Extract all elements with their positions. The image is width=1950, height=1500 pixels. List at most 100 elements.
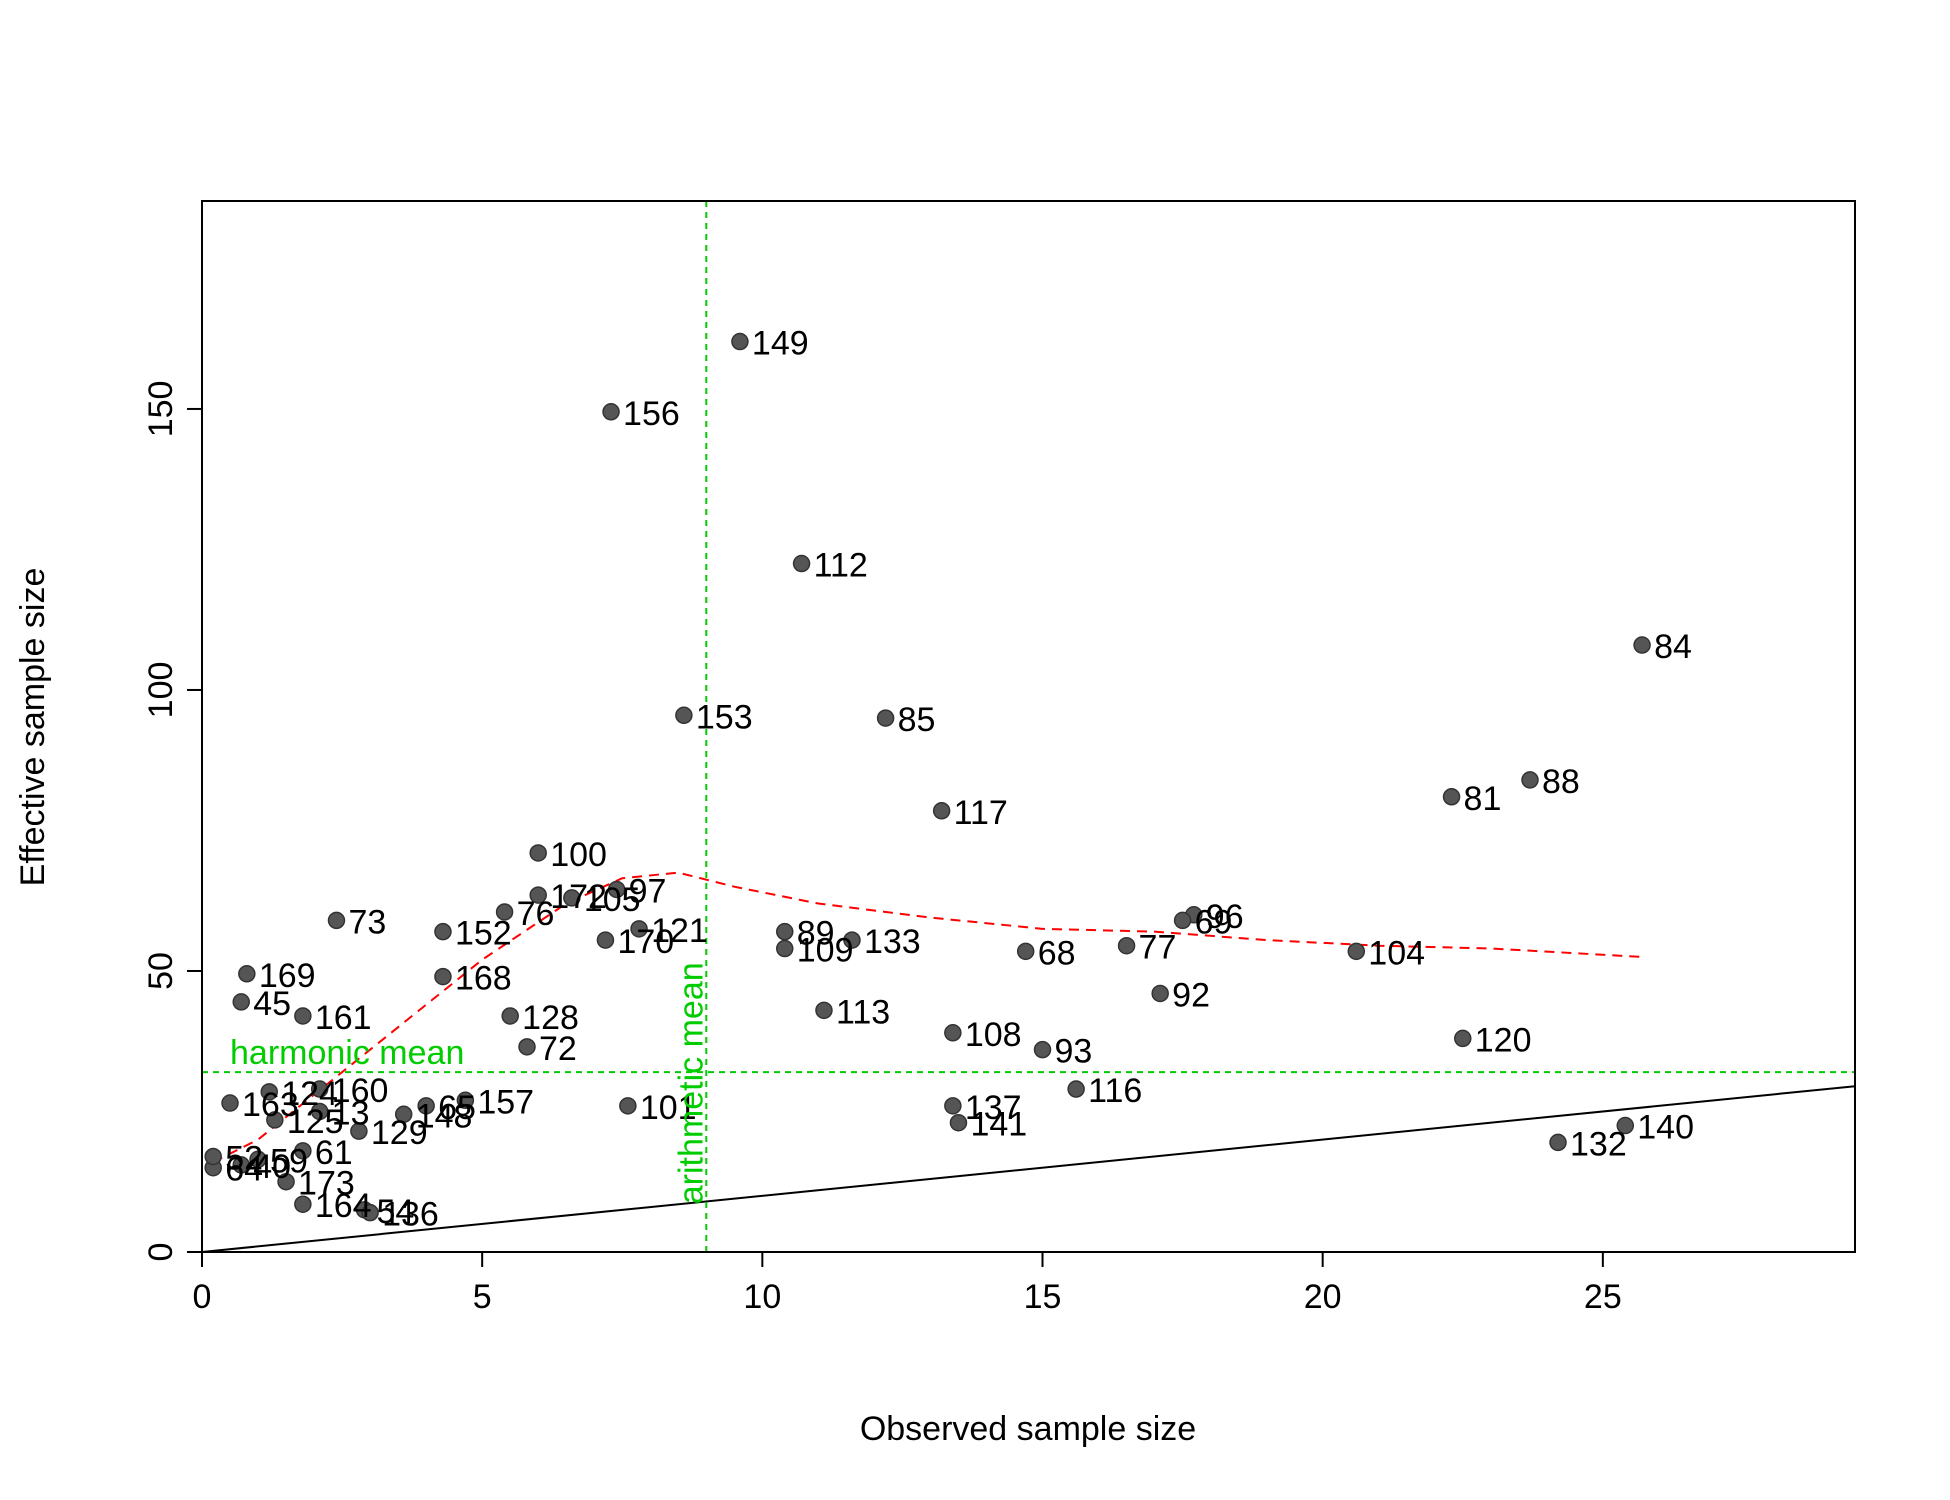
x-tick-label: 10: [743, 1278, 781, 1316]
point-label: 160: [332, 1072, 389, 1110]
point-label: 69: [1195, 903, 1233, 941]
point-label: 156: [623, 395, 680, 433]
data-point: [1549, 1133, 1567, 1152]
point-label: 68: [1038, 934, 1076, 972]
data-point: [1616, 1116, 1635, 1135]
x-tick-label: 20: [1304, 1278, 1342, 1316]
point-label: 137: [965, 1089, 1022, 1127]
data-point: [675, 706, 693, 725]
x-tick-label: 15: [1024, 1278, 1062, 1316]
identity-line: [202, 1085, 1855, 1252]
data-point: [1151, 984, 1169, 1003]
data-point: [327, 911, 346, 930]
data-point: [843, 931, 861, 949]
data-point: [563, 889, 581, 907]
point-label: 92: [1172, 976, 1210, 1014]
point-label: 141: [970, 1106, 1027, 1144]
data-point: [260, 1083, 278, 1101]
point-label: 113: [836, 993, 890, 1031]
data-point: [529, 844, 547, 862]
point-label: 152: [455, 915, 512, 953]
data-point: [266, 1111, 284, 1129]
y-tick-label: 0: [142, 1243, 180, 1262]
point-label: 169: [259, 957, 316, 995]
point-label: 153: [696, 698, 753, 736]
point-label: 173: [298, 1165, 355, 1203]
data-point: [876, 709, 895, 727]
point-label: 72: [539, 1030, 577, 1068]
point-label: 100: [550, 836, 607, 874]
data-point: [238, 965, 256, 983]
data-point: [417, 1097, 435, 1115]
data-point: [294, 1195, 312, 1213]
data-point: [944, 1024, 962, 1042]
point-label: 172: [550, 878, 607, 916]
data-point: [776, 922, 794, 941]
data-point: [1033, 1040, 1052, 1059]
point-label: 121: [651, 912, 708, 950]
harmonic-mean-label: harmonic mean: [230, 1034, 464, 1072]
point-label: 149: [752, 325, 809, 363]
x-tick-label: 0: [193, 1278, 212, 1316]
data-point: [310, 1080, 329, 1098]
data-point: [232, 1156, 250, 1174]
data-point: [495, 903, 514, 921]
data-point: [1016, 942, 1035, 961]
point-label: 59: [270, 1142, 308, 1180]
point-label: 61: [315, 1134, 353, 1172]
point-label: 125: [287, 1103, 344, 1141]
loess-curve: [212, 871, 1643, 1163]
data-point: [350, 1122, 368, 1140]
y-tick-label: 50: [142, 952, 180, 990]
point-label: 45: [253, 985, 291, 1023]
y-tick-label: 100: [142, 662, 180, 719]
point-label: 81: [1464, 780, 1502, 818]
point-label: 136: [382, 1196, 439, 1234]
data-point: [232, 993, 250, 1011]
point-label: 148: [416, 1097, 473, 1135]
data-point: [204, 1147, 222, 1166]
data-point: [1442, 788, 1461, 806]
data-point: [394, 1105, 413, 1124]
point-label: 170: [617, 923, 674, 961]
axes-layer: 0 5 10 15 20 25 0 50 100 150: [142, 381, 1622, 1316]
data-point: [529, 886, 547, 904]
point-label: 157: [477, 1083, 534, 1121]
y-axis-title: Effective sample size: [14, 568, 52, 887]
point-label: 96: [1206, 898, 1244, 936]
data-point: [501, 1007, 519, 1025]
data-point: [456, 1091, 475, 1110]
point-label: 133: [864, 923, 921, 961]
point-label: 124: [281, 1075, 338, 1113]
point-label: 163: [242, 1086, 299, 1124]
data-point: [1521, 771, 1539, 789]
data-point: [607, 880, 626, 899]
data-point: [792, 554, 811, 573]
point-label: 105: [584, 881, 641, 919]
x-tick-label: 25: [1584, 1278, 1622, 1316]
data-point: [630, 920, 648, 938]
point-label: 104: [1368, 934, 1425, 972]
data-point: [1117, 936, 1136, 955]
data-point: [1347, 942, 1366, 961]
data-point: [932, 802, 951, 820]
data-point: [596, 931, 615, 949]
data-point: [1173, 911, 1192, 930]
point-label: 93: [1055, 1033, 1093, 1071]
data-point: [277, 1172, 295, 1191]
data-point: [294, 1142, 312, 1160]
point-label: 65: [438, 1089, 476, 1127]
data-point: [1633, 636, 1651, 654]
point-label: 40: [253, 1148, 291, 1186]
point-label: 117: [954, 794, 1008, 832]
arithmetic-mean-label: arithmetic mean: [672, 962, 710, 1204]
point-label: 52: [225, 1139, 263, 1177]
data-point: [944, 1097, 962, 1115]
point-label: 112: [814, 547, 868, 585]
data-point: [1454, 1029, 1472, 1048]
point-label: 128: [522, 999, 579, 1037]
point-label: 164: [315, 1187, 372, 1225]
point-label: 76: [517, 895, 555, 933]
